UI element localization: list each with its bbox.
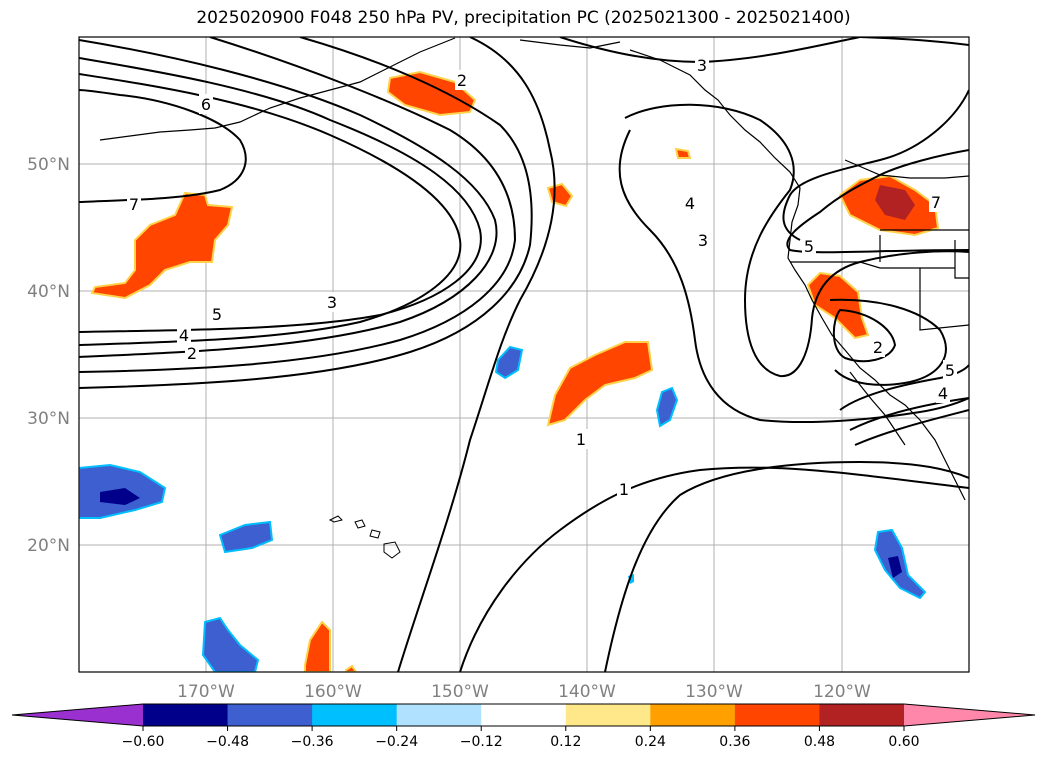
contour-line [79, 39, 498, 358]
colorbar-tick-label: −0.36 [291, 734, 334, 750]
contour-label: 3 [327, 293, 337, 312]
colorbar-extend-low [12, 704, 143, 726]
colorbar-segment [650, 704, 736, 726]
colorbar-segment [734, 704, 820, 726]
lon-label: 150°W [431, 682, 489, 702]
contour-line [854, 409, 969, 446]
contour-line [79, 37, 517, 373]
contour-labels: 2 3 6 7 5 4 2 3 4 3 5 7 2 5 [127, 55, 957, 499]
precip-patch [218, 520, 274, 554]
colorbar-segment [481, 704, 567, 726]
contour-label: 7 [931, 193, 941, 212]
colorbar-tick-label: −0.24 [375, 734, 418, 750]
precip-patch [386, 70, 477, 117]
lat-label: 20°N [27, 536, 70, 556]
contour-line [839, 364, 969, 411]
precip-patch [201, 616, 260, 672]
colorbar-segment [227, 704, 313, 726]
contour-label: 4 [179, 326, 189, 345]
precip-patch [674, 147, 692, 159]
contour-line [79, 37, 533, 389]
precip-patch [304, 620, 331, 672]
contour-line [397, 37, 556, 672]
contour-line [604, 460, 969, 672]
precip-patch [546, 341, 654, 427]
hawaii-islands [328, 515, 401, 559]
colorbar-tick-label: 0.24 [635, 734, 666, 750]
lon-label: 130°W [685, 682, 743, 702]
colorbar-tick-label: −0.60 [122, 734, 165, 750]
colorbar-tick-label: −0.12 [460, 734, 503, 750]
lon-label: 160°W [304, 682, 362, 702]
contour-line [459, 466, 969, 672]
contour-line [618, 129, 969, 423]
precip-patch [345, 664, 358, 672]
colorbar-tick-label: 0.48 [804, 734, 835, 750]
colorbar-segment [312, 704, 398, 726]
contour-label: 5 [945, 361, 955, 380]
contour-label: 4 [685, 194, 695, 213]
contour-label: 7 [129, 195, 139, 214]
lon-label: 140°W [558, 682, 616, 702]
lat-label: 30°N [27, 409, 70, 429]
contour-line [786, 149, 969, 254]
colorbar-segment [396, 704, 482, 726]
lon-label: 120°W [813, 682, 871, 702]
colorbar-tick-label: 0.36 [719, 734, 750, 750]
colorbar-segment [819, 704, 905, 726]
contour-line [79, 89, 247, 203]
colorbar-segment [143, 704, 229, 726]
latitude-labels: 50°N 40°N 30°N 20°N [27, 155, 70, 556]
contour-label: 3 [698, 231, 708, 250]
contour-line [624, 103, 969, 378]
contour-label: 1 [619, 480, 629, 499]
precip-patch [875, 185, 915, 220]
positive-precip-patches [90, 70, 940, 672]
contour-label: 1 [576, 430, 586, 449]
contour-label: 2 [187, 344, 197, 363]
colorbar-tick-label: 0.12 [550, 734, 581, 750]
contour-line [79, 73, 462, 346]
colorbar-tick-label: 0.60 [888, 734, 919, 750]
negative-precip-patches [79, 345, 927, 672]
precip-patch [888, 556, 902, 578]
colorbar: −0.60 −0.48 −0.36 −0.24 −0.12 0.12 0.24 0.36 0.4… [11, 703, 1036, 750]
contour-label: 3 [697, 56, 707, 75]
contour-label: 2 [457, 71, 467, 90]
colorbar-tick-label: −0.48 [206, 734, 249, 750]
contour-label: 2 [873, 338, 883, 357]
contour-line [849, 397, 969, 431]
colorbar-segment [565, 704, 651, 726]
pv-contours [79, 37, 969, 672]
precip-patch [806, 271, 870, 340]
colorbar-extend-high [904, 704, 1035, 726]
contour-label: 4 [938, 384, 948, 403]
map-title: 2025020900 F048 250 hPa PV, precipitatio… [196, 8, 851, 28]
longitude-labels: 170°W 160°W 150°W 140°W 130°W 120°W [177, 682, 871, 702]
precip-patch [100, 488, 140, 505]
lat-label: 40°N [27, 282, 70, 302]
contour-label: 6 [201, 95, 211, 114]
precip-patch [494, 345, 524, 380]
map-frame [78, 36, 970, 673]
map-plot-area [79, 37, 969, 672]
precip-patch [90, 191, 234, 300]
contour-label: 5 [804, 237, 814, 256]
contour-label: 5 [212, 305, 222, 324]
contour-line [832, 308, 897, 363]
contour-line [829, 298, 947, 386]
lat-label: 50°N [27, 155, 70, 175]
contour-line [782, 89, 969, 241]
precip-patch [655, 386, 679, 428]
contour-line [79, 57, 482, 333]
lon-label: 170°W [177, 682, 235, 702]
graticule [79, 37, 969, 672]
